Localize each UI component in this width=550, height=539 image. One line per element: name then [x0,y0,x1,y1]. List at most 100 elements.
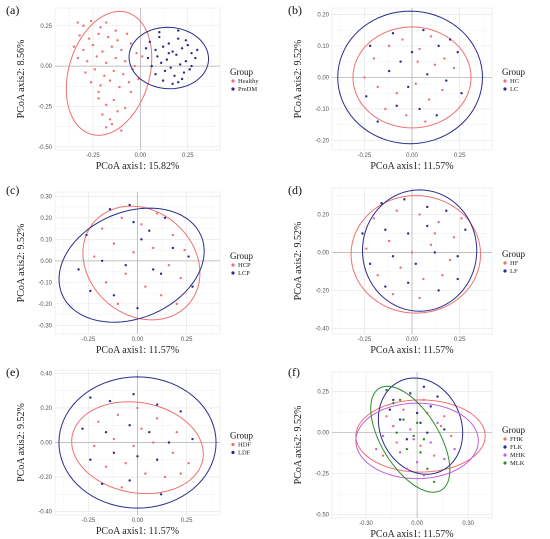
point-lcp [85,233,88,237]
point-lf [437,289,440,292]
y-tick-label: -0.30 [38,323,52,329]
point-mlk [412,434,415,438]
point-predm [180,47,184,50]
ellipse-lf [361,189,478,312]
point-hf [376,274,379,277]
point-flk [388,408,392,411]
point-lcp [163,216,167,220]
x-axis-title: PCoA axis1: 11.57% [370,345,453,356]
plot-content [65,10,210,136]
legend-label: FHK [510,436,523,443]
point-hdf [136,406,139,410]
y-tick-label: 0.00 [40,64,52,70]
point-lf [464,228,467,231]
point-hcp [140,223,143,226]
point-healthy [108,79,112,82]
point-healthy [93,68,97,71]
legend-marker [231,87,235,91]
panel-label: (d) [288,183,302,197]
point-hc [405,114,408,117]
point-mhk [422,474,426,477]
point-fhk [419,444,422,448]
point-ldf [108,399,112,403]
point-lf [391,255,395,258]
y-tick-label: 0.00 [40,259,52,265]
point-lcp [152,268,155,271]
point-healthy [105,126,108,129]
x-tick-label: 0.25 [181,337,193,343]
point-hc [452,66,456,70]
point-predm [154,72,157,76]
legend-marker [231,79,235,83]
y-tick-label: 0.25 [40,24,52,30]
point-healthy [101,50,104,53]
point-hdf [97,420,100,423]
point-healthy [82,48,85,52]
point-mlk [426,467,429,470]
point-hcp [120,216,123,220]
ellipse-lcp [58,207,205,323]
point-flk [422,385,426,388]
point-hc [429,35,433,38]
point-hdf [112,437,116,441]
point-hdf [144,472,147,475]
x-tick-label: 0.25 [181,518,193,524]
legend-label: FLK [510,444,523,451]
point-hf [422,277,425,281]
point-healthy [133,64,136,68]
point-lf [414,262,418,266]
point-predm [178,63,182,66]
point-predm [150,64,153,68]
legend-marker [231,271,235,275]
point-predm [190,64,193,68]
point-predm [146,56,150,60]
panel-label: (f) [288,365,300,379]
y-tick-label: 0.30 [40,194,52,200]
legend-marker [503,261,507,265]
point-healthy [116,39,119,42]
point-fhk [432,454,436,457]
point-flk [409,392,412,395]
y-axis-title: PCoA axis2: 9.52% [16,224,27,303]
ellipse-hf [350,195,482,314]
x-axis-title: PCoA axis1: 11.57% [96,345,179,356]
x-tick-label: 0.00 [406,337,418,343]
point-healthy [141,55,144,58]
point-fhk [422,398,426,402]
point-mlk [402,418,405,421]
legend-title: Group [502,67,525,77]
point-mlk [432,480,436,484]
legend-label: PreDM [238,86,257,93]
y-tick-label: 0.20 [40,216,52,222]
legend-label: LCP [238,270,250,277]
point-hdf [163,475,167,479]
point-mlk [392,401,395,405]
y-tick-label: -0.20 [315,139,329,145]
legend-label: LDF [238,450,251,457]
legend-marker [231,450,235,455]
panel-d: (d) -0.25 0.00 0.25 -0.40 -0.20 0.00 0.20 PCoA a… [288,183,525,356]
point-hc [372,57,376,60]
point-lc [418,107,421,111]
point-fhk [402,408,405,411]
point-hcp [167,263,171,267]
point-predm [158,31,161,34]
legend-label: HCP [238,262,251,269]
point-hc [427,98,431,101]
point-hf [418,213,421,216]
point-predm [196,48,199,52]
point-predm [173,74,176,77]
point-hcp [104,281,108,284]
point-hdf [155,417,159,420]
ellipse-fhk [355,399,486,473]
point-lcp [191,285,194,288]
point-mlk [398,398,402,402]
point-mlk [405,447,409,451]
point-lcp [112,294,116,297]
plot-content [337,10,483,145]
point-lf [361,232,364,235]
point-predm [167,51,170,55]
point-lf [456,255,459,258]
point-hcp [124,272,127,275]
point-ldf [167,441,171,444]
